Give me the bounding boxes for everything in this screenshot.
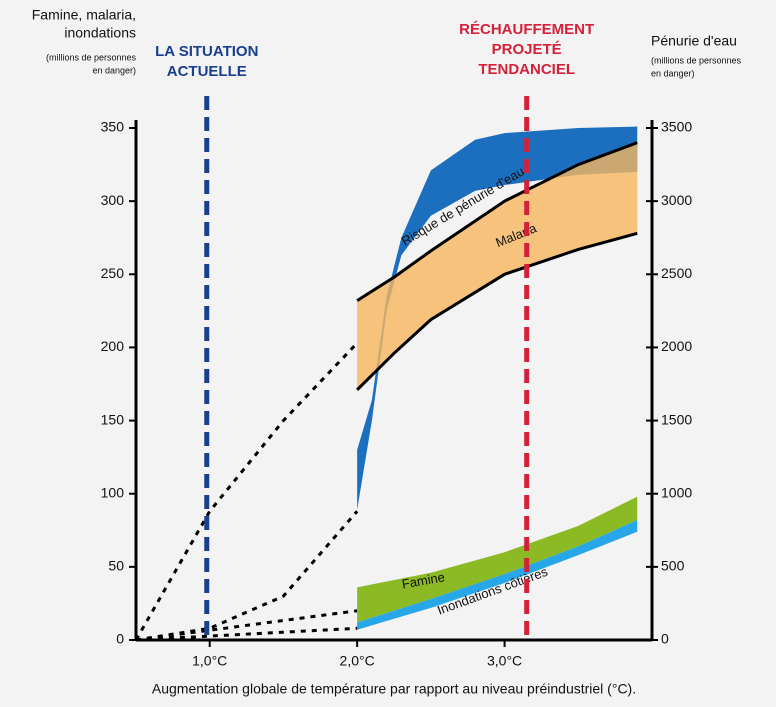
x-tick-label: 2,0°C <box>340 653 375 669</box>
y-label: Famine, malaria, <box>32 7 136 23</box>
y2-tick-label: 1000 <box>661 484 692 500</box>
y-tick-label: 150 <box>101 411 125 427</box>
dotted-line <box>135 626 358 642</box>
y-tick-label: 100 <box>101 484 125 500</box>
y-tick-label: 250 <box>101 265 125 281</box>
y2-tick-label: 0 <box>661 631 669 647</box>
y2-label: Pénurie d'eau <box>651 33 737 49</box>
band <box>357 142 638 390</box>
y2-tick-label: 500 <box>661 558 685 574</box>
y2-tick-label: 2500 <box>661 265 692 281</box>
marker-label: LA SITUATION <box>155 43 258 60</box>
x-label: Augmentation globale de température par … <box>152 681 636 697</box>
y2-tick-label: 3500 <box>661 119 692 135</box>
y-label: inondations <box>64 25 136 41</box>
y2-sublabel: en danger) <box>651 68 695 78</box>
y2-tick-label: 3000 <box>661 192 692 208</box>
y2-tick-label: 1500 <box>661 411 692 427</box>
marker-label: TENDANCIEL <box>478 61 575 78</box>
band-label: Famine <box>401 569 446 591</box>
y2-tick-label: 2000 <box>661 338 692 354</box>
y-tick-label: 0 <box>116 631 124 647</box>
y-sublabel: en danger) <box>92 65 136 75</box>
y-sublabel: (millions de personnes <box>46 52 137 62</box>
x-tick-label: 1,0°C <box>192 653 227 669</box>
band-edge <box>356 141 638 302</box>
marker-label: PROJETÉ <box>492 41 562 58</box>
band <box>357 520 638 630</box>
y-tick-label: 50 <box>108 558 124 574</box>
marker-label: RÉCHAUFFEMENT <box>459 21 594 38</box>
marker-label: ACTUELLE <box>167 63 247 80</box>
y-tick-label: 350 <box>101 119 125 135</box>
y2-sublabel: (millions de personnes <box>651 55 742 65</box>
y-tick-label: 300 <box>101 192 125 208</box>
band <box>357 496 638 623</box>
y-tick-label: 200 <box>101 338 125 354</box>
x-tick-label: 3,0°C <box>487 653 522 669</box>
dotted-line <box>135 609 358 642</box>
band-edge <box>356 231 638 391</box>
